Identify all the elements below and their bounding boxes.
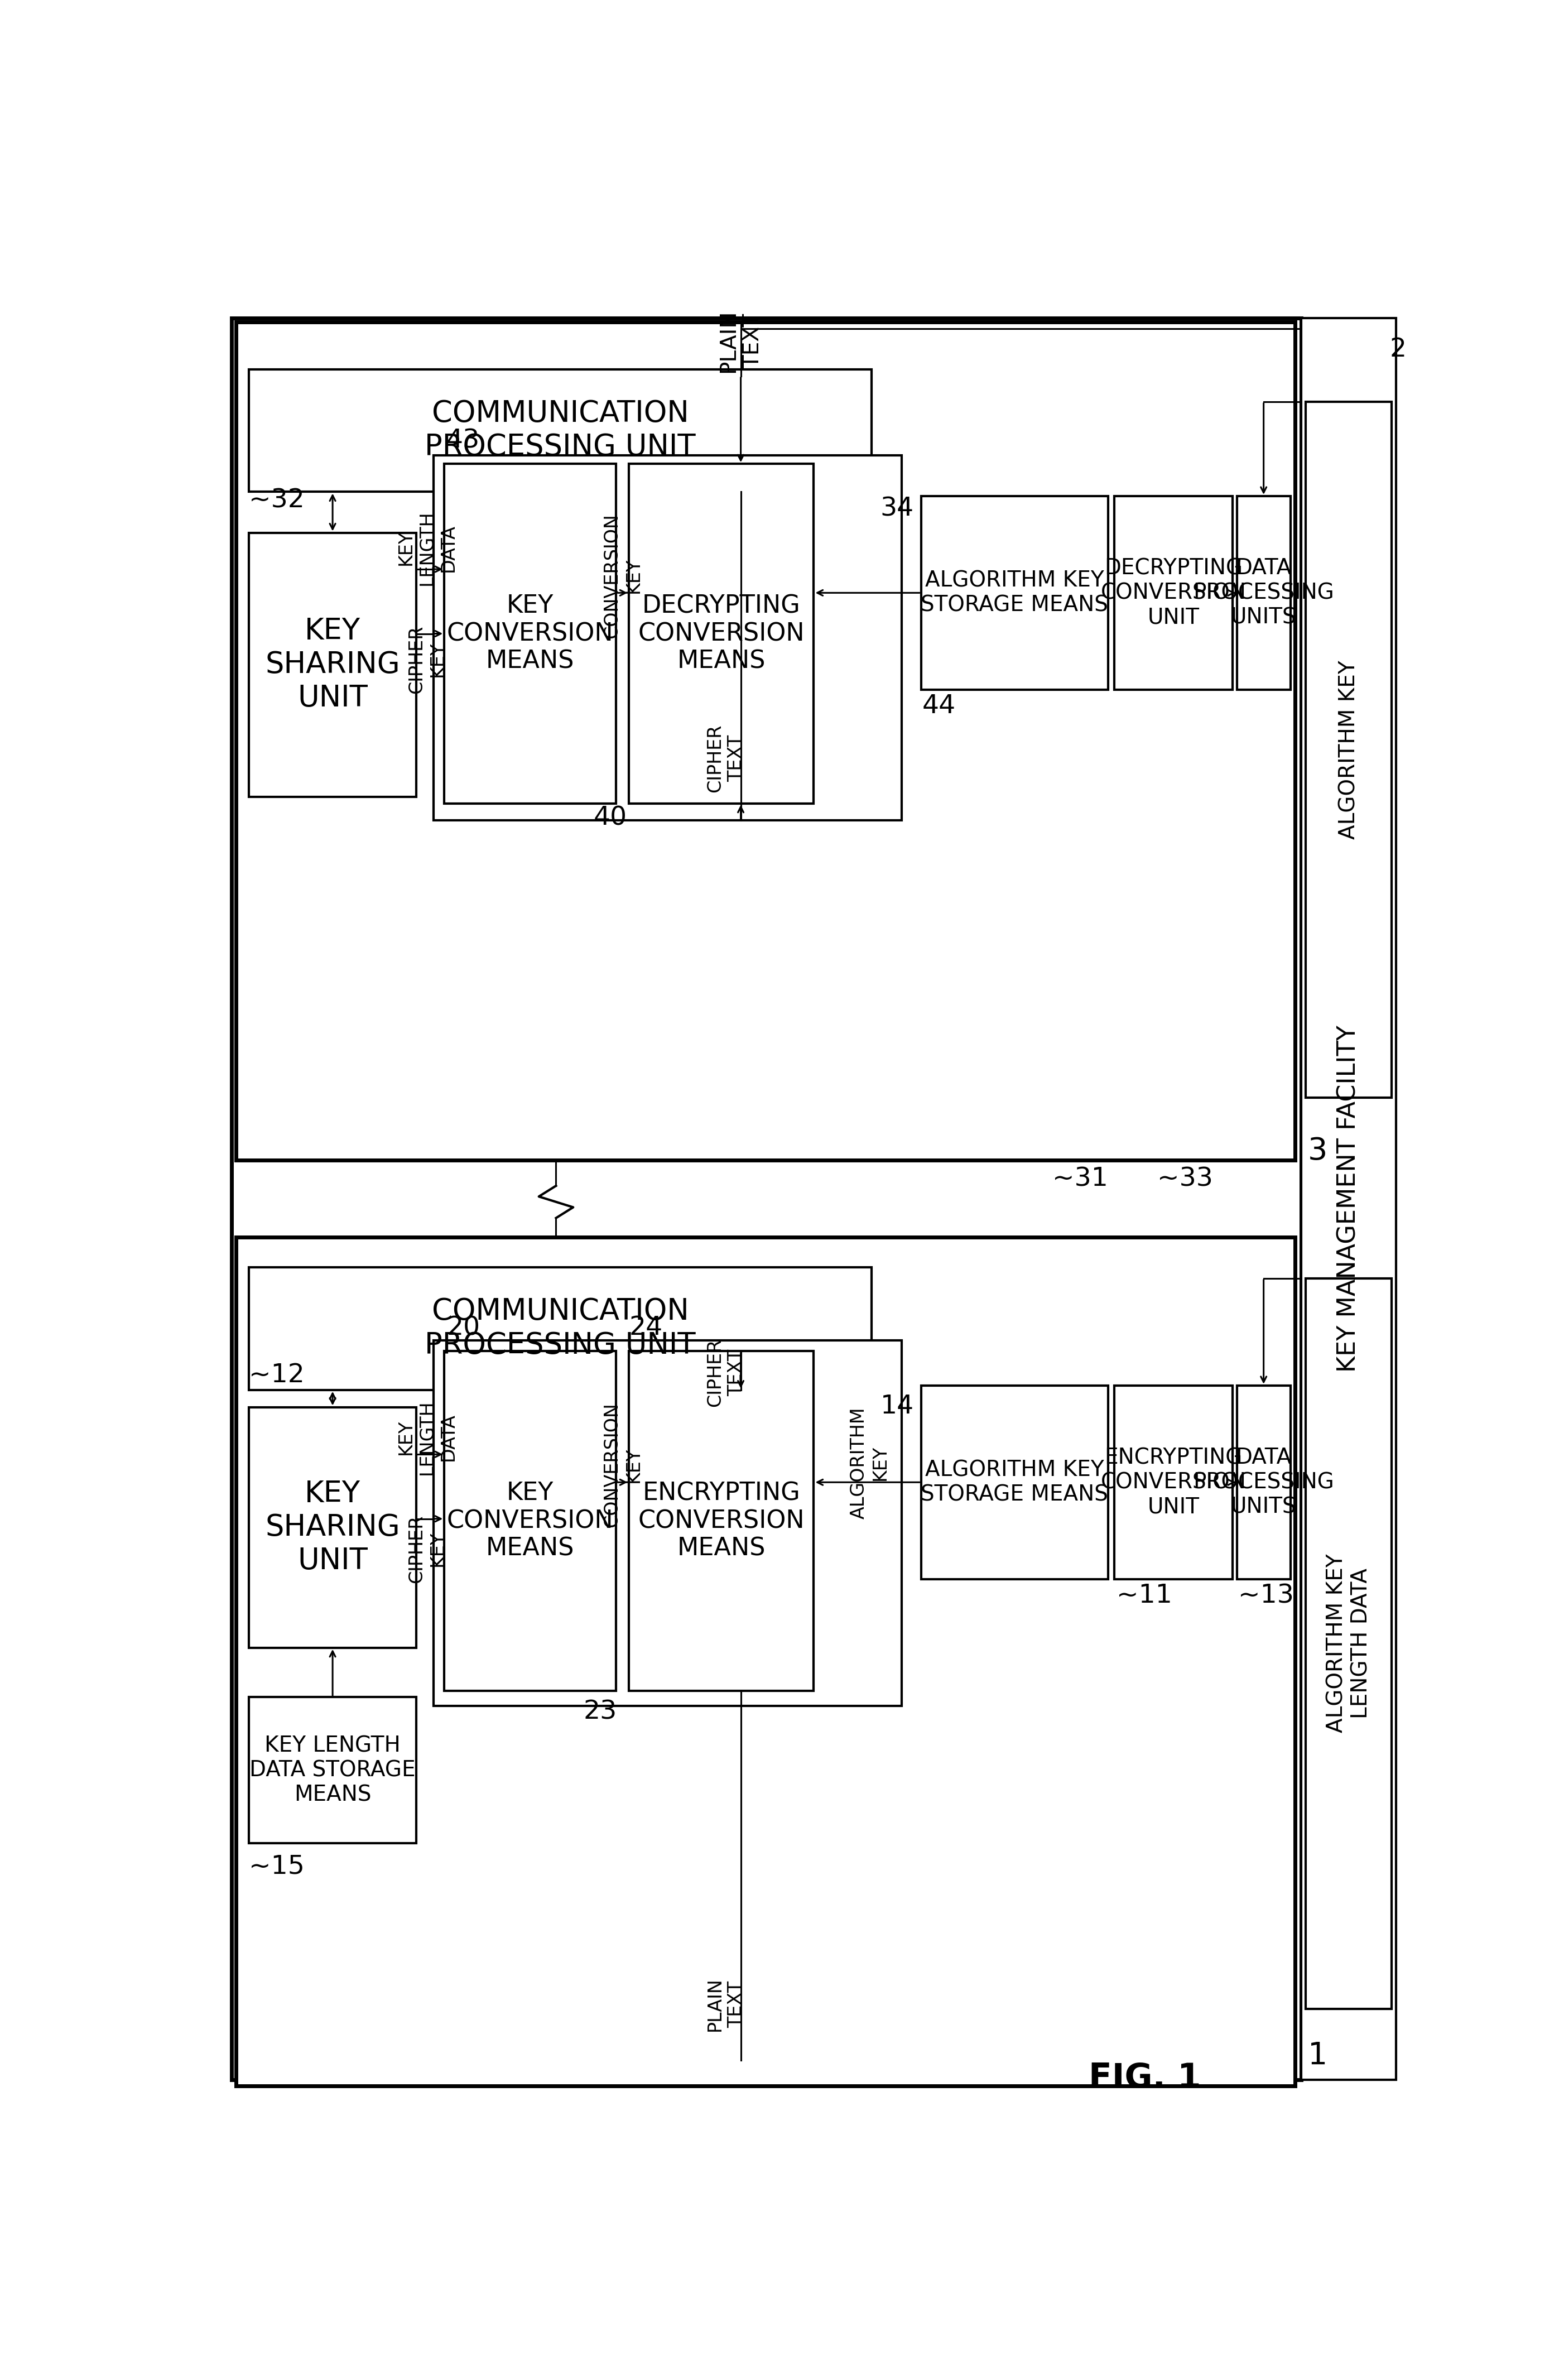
Bar [444, 1352, 616, 1690]
Text: DATA
PROCESSING
UNITS: DATA PROCESSING UNITS [1193, 1447, 1334, 1518]
Text: ~32: ~32 [249, 488, 305, 514]
Text: DECRYPTING
CONVERSION
UNIT: DECRYPTING CONVERSION UNIT [1101, 557, 1247, 628]
Text: 14: 14 [881, 1395, 913, 1418]
Text: KEY
LENGTH
DATA: KEY LENGTH DATA [397, 1399, 458, 1476]
Text: ~13: ~13 [1239, 1583, 1293, 1609]
Bar [1301, 319, 1397, 2080]
Text: ~11: ~11 [1117, 1583, 1173, 1609]
Text: DECRYPTING
CONVERSION
MEANS: DECRYPTING CONVERSION MEANS [638, 595, 805, 674]
Text: DATA
PROCESSING
UNITS: DATA PROCESSING UNITS [1193, 557, 1334, 628]
Bar [444, 464, 616, 804]
Text: CIPHER
KEY: CIPHER KEY [407, 626, 447, 693]
Bar [231, 319, 1301, 2080]
Text: FIG. 1: FIG. 1 [1089, 2061, 1201, 2094]
Text: PLAIN
TEXT: PLAIN TEXT [718, 309, 763, 374]
Text: CIPHER
KEY: CIPHER KEY [407, 1514, 447, 1583]
Text: KEY
LENGTH
DATA: KEY LENGTH DATA [397, 509, 458, 585]
Bar [249, 1407, 416, 1647]
Text: 1: 1 [1308, 2040, 1328, 2071]
Text: KEY
CONVERSION
MEANS: KEY CONVERSION MEANS [447, 595, 613, 674]
Text: ~33: ~33 [1157, 1166, 1214, 1192]
Text: CIPHER
TEXT: CIPHER TEXT [705, 1338, 746, 1407]
Text: ~12: ~12 [249, 1364, 305, 1388]
Text: KEY MANAGEMENT FACILITY: KEY MANAGEMENT FACILITY [1337, 1026, 1361, 1373]
Bar [433, 455, 902, 821]
Text: CIPHER
TEXT: CIPHER TEXT [705, 724, 746, 793]
Text: 40: 40 [593, 804, 627, 831]
Bar [629, 464, 813, 804]
Text: 23: 23 [583, 1699, 618, 1725]
Bar [921, 495, 1109, 690]
Text: ALGORITHM KEY
STORAGE MEANS: ALGORITHM KEY STORAGE MEANS [921, 1459, 1109, 1504]
Bar [236, 1238, 1295, 2085]
Bar [1306, 402, 1392, 1097]
Bar [433, 1340, 902, 1706]
Text: 24: 24 [629, 1316, 663, 1340]
Text: COMMUNICATION
PROCESSING UNIT: COMMUNICATION PROCESSING UNIT [425, 400, 696, 462]
Bar [236, 321, 1295, 1159]
Text: ENCRYPTING
CONVERSION
UNIT: ENCRYPTING CONVERSION UNIT [1101, 1447, 1247, 1518]
Text: 3: 3 [1308, 1135, 1328, 1166]
Text: ENCRYPTING
CONVERSION
MEANS: ENCRYPTING CONVERSION MEANS [638, 1480, 805, 1561]
Text: CONVERSION
KEY: CONVERSION KEY [602, 514, 643, 638]
Bar [1237, 1385, 1290, 1578]
Bar [1115, 1385, 1232, 1578]
Text: KEY
SHARING
UNIT: KEY SHARING UNIT [266, 616, 400, 712]
Text: CONVERSION
KEY: CONVERSION KEY [602, 1402, 643, 1528]
Text: 2: 2 [1390, 338, 1406, 362]
Text: KEY LENGTH
DATA STORAGE
MEANS: KEY LENGTH DATA STORAGE MEANS [250, 1735, 416, 1806]
Bar [1115, 495, 1232, 690]
Bar [629, 1352, 813, 1690]
Bar [1237, 495, 1290, 690]
Text: ~15: ~15 [249, 1854, 305, 1880]
Text: 34: 34 [881, 495, 913, 521]
Text: COMMUNICATION
PROCESSING UNIT: COMMUNICATION PROCESSING UNIT [425, 1297, 696, 1359]
Bar [249, 533, 416, 797]
Text: ~31: ~31 [1053, 1166, 1107, 1192]
Bar [249, 1269, 871, 1390]
Text: ALGORITHM KEY
LENGTH DATA: ALGORITHM KEY LENGTH DATA [1326, 1554, 1372, 1733]
Text: KEY
CONVERSION
MEANS: KEY CONVERSION MEANS [447, 1480, 613, 1561]
Bar [1306, 1278, 1392, 2009]
Text: ALGORITHM KEY
STORAGE MEANS: ALGORITHM KEY STORAGE MEANS [921, 569, 1109, 616]
Text: 44: 44 [923, 695, 956, 719]
Text: 43: 43 [446, 428, 480, 452]
Bar [249, 369, 871, 493]
Bar [921, 1385, 1109, 1578]
Bar [249, 1697, 416, 1842]
Text: 20: 20 [446, 1316, 480, 1340]
Text: KEY
SHARING
UNIT: KEY SHARING UNIT [266, 1480, 400, 1576]
Text: ALGORITHM
KEY: ALGORITHM KEY [849, 1407, 890, 1518]
Text: ALGORITHM KEY: ALGORITHM KEY [1339, 659, 1359, 840]
Text: PLAIN
TEXT: PLAIN TEXT [705, 1978, 746, 2033]
